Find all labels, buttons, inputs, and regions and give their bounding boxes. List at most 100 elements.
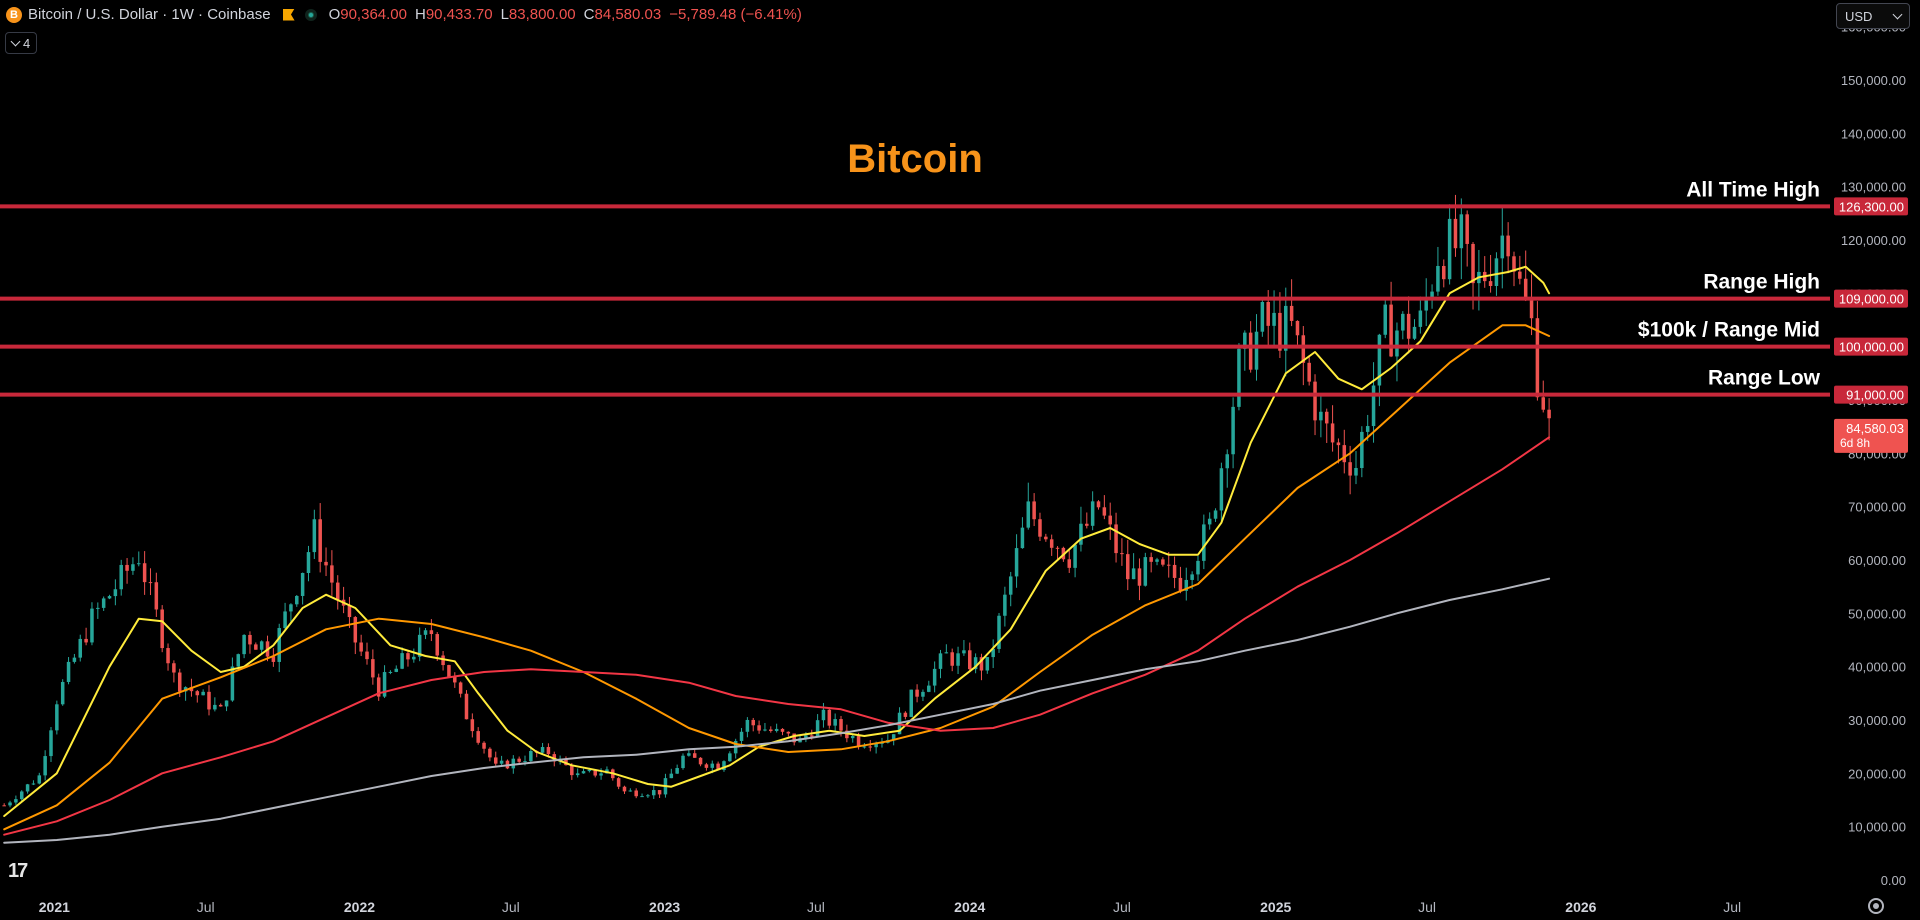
candle-body	[1430, 291, 1434, 298]
candle-body	[25, 784, 30, 792]
candle-body	[523, 761, 527, 763]
ohlc-low: L83,800.00	[500, 6, 576, 23]
candle-body	[1248, 332, 1253, 370]
candle-body	[248, 634, 252, 645]
candle-body	[1213, 510, 1218, 519]
candle-body	[1506, 235, 1510, 257]
candle-body	[1073, 544, 1077, 568]
flag-icon[interactable]	[282, 8, 295, 21]
candle-body	[1184, 579, 1189, 591]
candle-body	[1266, 302, 1270, 326]
candle-body	[1108, 515, 1112, 525]
candle-body	[1032, 501, 1036, 520]
price-tick-label: 130,000.00	[1841, 180, 1906, 195]
candle-body	[66, 661, 71, 682]
level-price-label: 91,000.00	[1846, 388, 1904, 403]
candle-body	[14, 799, 18, 803]
candle-body	[1395, 330, 1399, 357]
candle-body	[1254, 331, 1259, 370]
candle-body	[570, 765, 574, 776]
candle-body	[927, 685, 931, 692]
candle-body	[482, 742, 486, 749]
candle-body	[388, 671, 393, 673]
candle-body	[429, 630, 434, 635]
price-tick-label: 50,000.00	[1848, 606, 1906, 621]
candle-body	[1260, 302, 1265, 332]
candle-body	[259, 641, 264, 650]
candle-body	[874, 743, 878, 748]
level-label: All Time High	[1686, 178, 1820, 201]
market-status-icon[interactable]	[304, 8, 317, 21]
candle-body	[932, 668, 937, 686]
price-axis[interactable]: 0.00 10,000.00 20,000.00 30,000.00 40,000.00…	[1834, 20, 1908, 888]
candle-body	[1149, 557, 1153, 562]
symbol-title[interactable]: Bitcoin / U.S. Dollar · 1W · Coinbase	[28, 6, 271, 23]
candle-body	[839, 719, 843, 731]
candle-body	[1324, 411, 1329, 424]
candle-body	[423, 630, 428, 635]
candle-body	[435, 634, 439, 656]
candle-body	[1049, 539, 1054, 548]
candle-body	[1055, 547, 1060, 549]
price-tick-label: 150,000.00	[1841, 73, 1906, 88]
moving-average-line	[3, 324, 1551, 831]
candle-body	[1319, 411, 1323, 421]
candle-body	[72, 657, 77, 662]
candle-body	[575, 773, 580, 776]
indicators-toggle-button[interactable]: 4	[5, 32, 38, 54]
candle-body	[1020, 527, 1025, 549]
level-label: Range High	[1703, 271, 1820, 294]
time-tick-label: 2026	[1565, 899, 1596, 915]
ohlc-high: H90,433.70	[414, 6, 493, 23]
currency-select[interactable]: USD	[1836, 3, 1910, 29]
candle-body	[716, 763, 720, 771]
candle-body	[1161, 559, 1165, 565]
candle-body	[985, 657, 990, 671]
candle-body	[511, 758, 516, 769]
candle-body	[1143, 557, 1148, 586]
candle-body	[1096, 501, 1101, 508]
candle-body	[359, 642, 363, 652]
candle-body	[1541, 397, 1546, 410]
candle-body	[119, 564, 123, 590]
price-tick-label: 40,000.00	[1848, 660, 1906, 675]
candle-body	[447, 665, 451, 677]
candle-body	[1295, 320, 1300, 336]
candle-body	[371, 659, 375, 678]
tradingview-logo-icon[interactable]: 17	[8, 860, 28, 882]
candle-body	[599, 773, 603, 776]
time-axis[interactable]: 2021 Jul 2022 Jul 2023 Jul 2024 Jul 2025 Jul 2026 J…	[39, 899, 1741, 915]
candle-body	[1178, 577, 1183, 591]
candle-body	[1336, 442, 1341, 446]
time-tick-label: 2022	[344, 899, 375, 915]
level-price-label: 126,300.00	[1839, 199, 1904, 214]
candle-body	[236, 654, 241, 667]
candle-body	[587, 769, 592, 772]
price-tick-label: 70,000.00	[1848, 500, 1906, 515]
candle-body	[1412, 326, 1417, 339]
symbol-legend[interactable]: B Bitcoin / U.S. Dollar · 1W · Coinbase …	[6, 6, 802, 23]
candle-body	[470, 719, 475, 732]
candle-body	[862, 746, 867, 748]
candle-body	[681, 755, 685, 769]
candle-body	[804, 735, 808, 739]
ohlc-open: O90,364.00	[328, 6, 407, 23]
time-tick-label: 2021	[39, 899, 70, 915]
candle-body	[634, 790, 638, 797]
candle-body	[1330, 423, 1335, 443]
candle-body	[1389, 304, 1393, 357]
gear-icon[interactable]	[1868, 898, 1884, 914]
candle-body	[1313, 381, 1317, 421]
candle-body	[1453, 218, 1458, 249]
candle-body	[458, 682, 463, 694]
candle-body	[979, 657, 984, 671]
candle-body	[1342, 445, 1347, 463]
time-tick-label: 2024	[954, 899, 985, 915]
candle-body	[172, 663, 176, 673]
candle-body	[1126, 554, 1130, 580]
candle-body	[622, 786, 627, 792]
candle-body	[142, 563, 147, 583]
level-price-tag	[1834, 337, 1908, 356]
candle-body	[43, 756, 47, 776]
